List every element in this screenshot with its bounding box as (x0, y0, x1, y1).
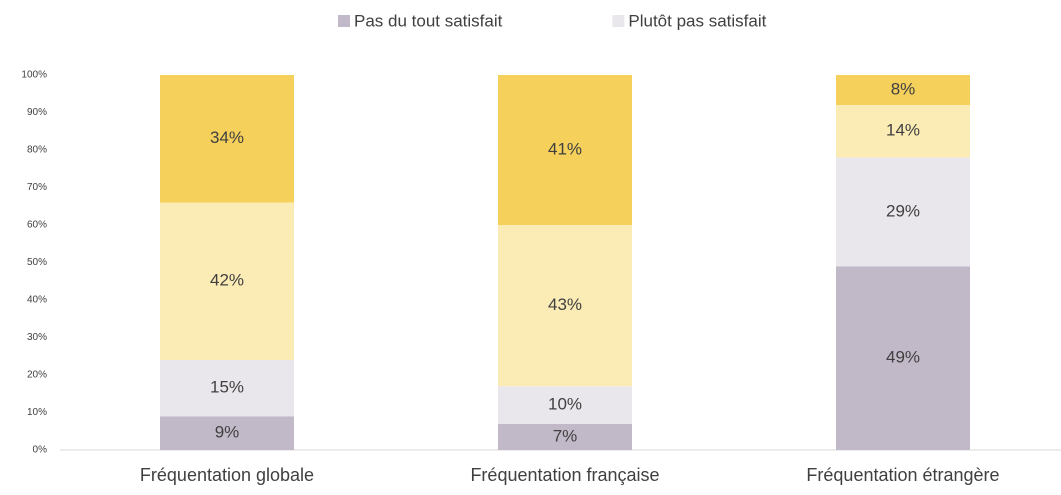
y-tick-label: 70% (27, 182, 47, 193)
y-tick-label: 30% (27, 332, 47, 343)
bar-segment (836, 105, 970, 158)
legend-swatch (338, 15, 350, 27)
y-tick-label: 20% (27, 370, 47, 381)
data-label: 29% (886, 201, 920, 220)
bar-segment (498, 386, 632, 424)
y-tick-label: 60% (27, 220, 47, 231)
legend-label: Plutôt pas satisfait (628, 11, 766, 30)
bar-segment (836, 157, 970, 267)
y-tick-label: 0% (33, 445, 48, 456)
x-tick-label: Fréquentation française (470, 465, 659, 485)
bar-segment (498, 423, 632, 450)
data-label: 43% (548, 295, 582, 314)
bar-segment (836, 75, 970, 105)
data-label: 10% (548, 394, 582, 413)
data-label: 14% (886, 121, 920, 140)
data-label: 41% (548, 139, 582, 158)
data-label: 7% (553, 426, 578, 445)
data-label: 9% (215, 423, 240, 442)
legend-swatch (612, 15, 625, 27)
y-tick-label: 90% (27, 107, 47, 118)
bar-segment (160, 202, 294, 360)
data-label: 15% (210, 378, 244, 397)
y-tick-label: 40% (27, 295, 47, 306)
data-label: 8% (891, 79, 916, 98)
bar-segment (498, 225, 632, 387)
data-label: 49% (886, 348, 920, 367)
x-tick-label: Fréquentation globale (140, 465, 314, 485)
y-tick-label: 80% (27, 145, 47, 156)
bar-segment (160, 75, 294, 203)
data-label: 42% (210, 271, 244, 290)
bar-segment (160, 360, 294, 417)
y-tick-label: 10% (27, 407, 47, 418)
bar-segment (498, 75, 632, 225)
x-tick-label: Fréquentation étrangère (806, 465, 999, 485)
bar-segment (160, 416, 294, 450)
y-tick-label: 50% (27, 257, 47, 268)
data-label: 34% (210, 128, 244, 147)
bar-segment (836, 266, 970, 450)
legend-label: Pas du tout satisfait (354, 11, 503, 30)
y-tick-label: 100% (21, 70, 47, 81)
